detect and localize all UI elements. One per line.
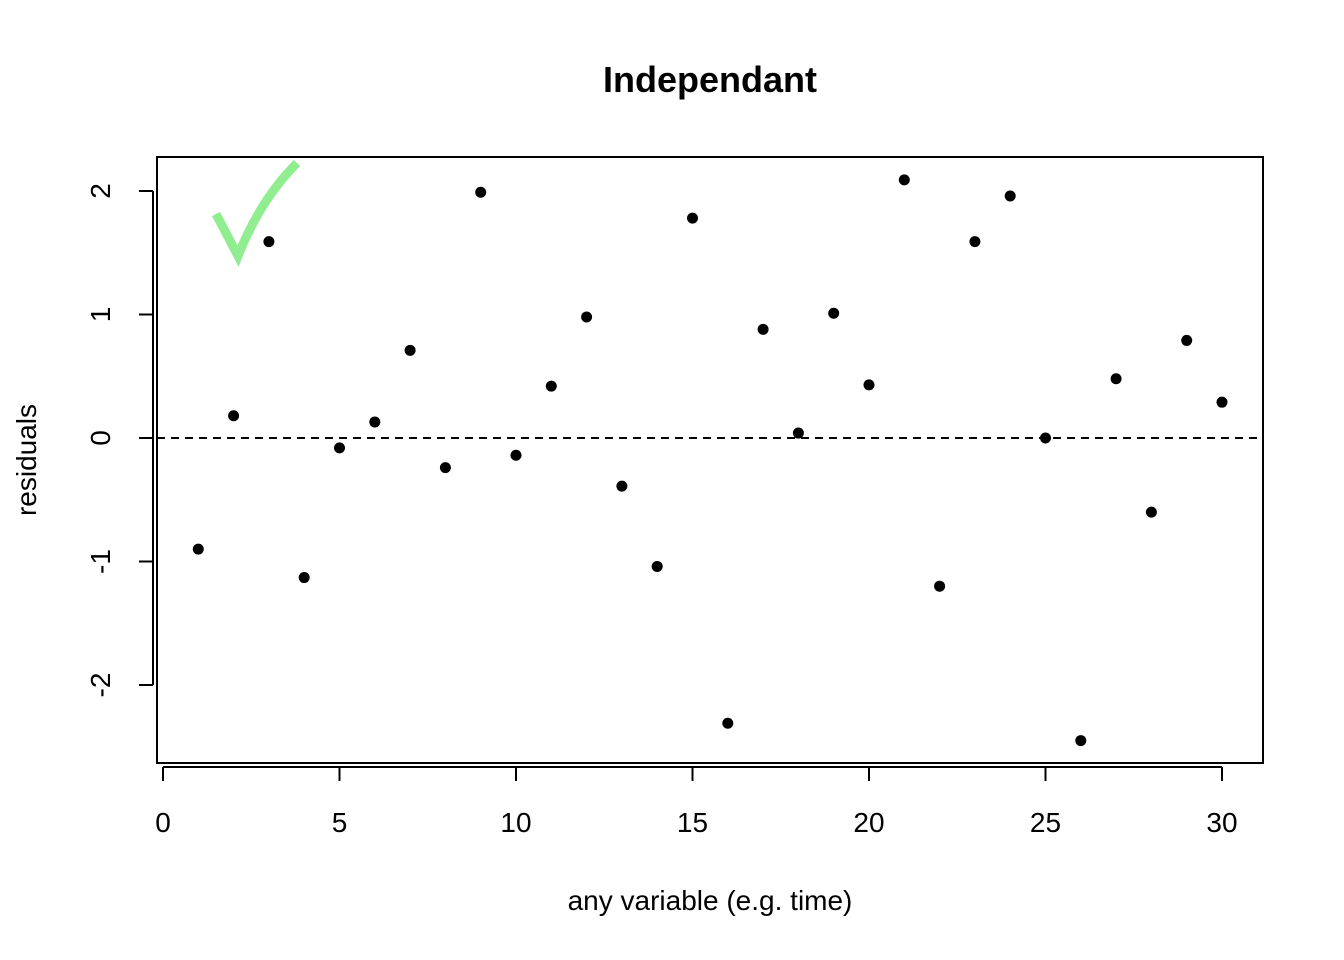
- data-point: [1110, 373, 1122, 385]
- x-tick-label: 15: [677, 807, 708, 838]
- data-point: [510, 449, 522, 461]
- check-mark-icon: [212, 159, 301, 267]
- plot-frame: [156, 156, 1264, 764]
- x-tick-label: 0: [155, 807, 171, 838]
- y-tick-label: -2: [85, 673, 116, 698]
- data-point: [1004, 190, 1016, 202]
- data-point: [369, 416, 381, 428]
- y-axis: -2 -1 0 1 2: [85, 183, 154, 698]
- x-tick-label: 20: [853, 807, 884, 838]
- data-point: [1181, 334, 1193, 346]
- data-point: [263, 236, 275, 248]
- y-tick-label: 2: [85, 183, 116, 199]
- data-point: [934, 580, 946, 592]
- data-points: [192, 174, 1228, 747]
- data-point: [334, 442, 345, 454]
- data-point: [792, 427, 804, 439]
- data-point: [192, 543, 204, 555]
- data-point: [757, 323, 769, 335]
- data-point: [404, 344, 416, 356]
- chart-title: Independant: [603, 59, 817, 100]
- data-point: [722, 717, 734, 729]
- data-point: [863, 379, 875, 391]
- data-point: [1075, 735, 1087, 747]
- data-point: [228, 410, 240, 422]
- data-point: [969, 236, 981, 248]
- data-point: [475, 186, 487, 198]
- data-point: [298, 572, 310, 584]
- data-point: [1145, 506, 1157, 518]
- y-axis-label: residuals: [11, 404, 42, 516]
- x-tick-label: 10: [500, 807, 531, 838]
- y-tick-label: -1: [85, 549, 116, 574]
- data-point: [545, 380, 557, 392]
- data-point: [439, 462, 451, 474]
- x-tick-label: 25: [1030, 807, 1061, 838]
- x-tick-label: 5: [332, 807, 348, 838]
- data-point: [581, 311, 593, 323]
- data-point: [687, 212, 698, 224]
- y-tick-label: 0: [85, 430, 116, 446]
- x-axis: 0 5 10 15 20 25 30: [155, 766, 1238, 838]
- data-point: [616, 480, 628, 492]
- data-point: [651, 560, 663, 572]
- data-point: [1216, 396, 1228, 408]
- y-tick-label: 1: [85, 307, 116, 323]
- x-tick-label: 30: [1206, 807, 1237, 838]
- data-point: [1040, 432, 1051, 444]
- data-point: [898, 174, 910, 186]
- x-axis-label: any variable (e.g. time): [568, 885, 853, 916]
- data-point: [828, 307, 840, 319]
